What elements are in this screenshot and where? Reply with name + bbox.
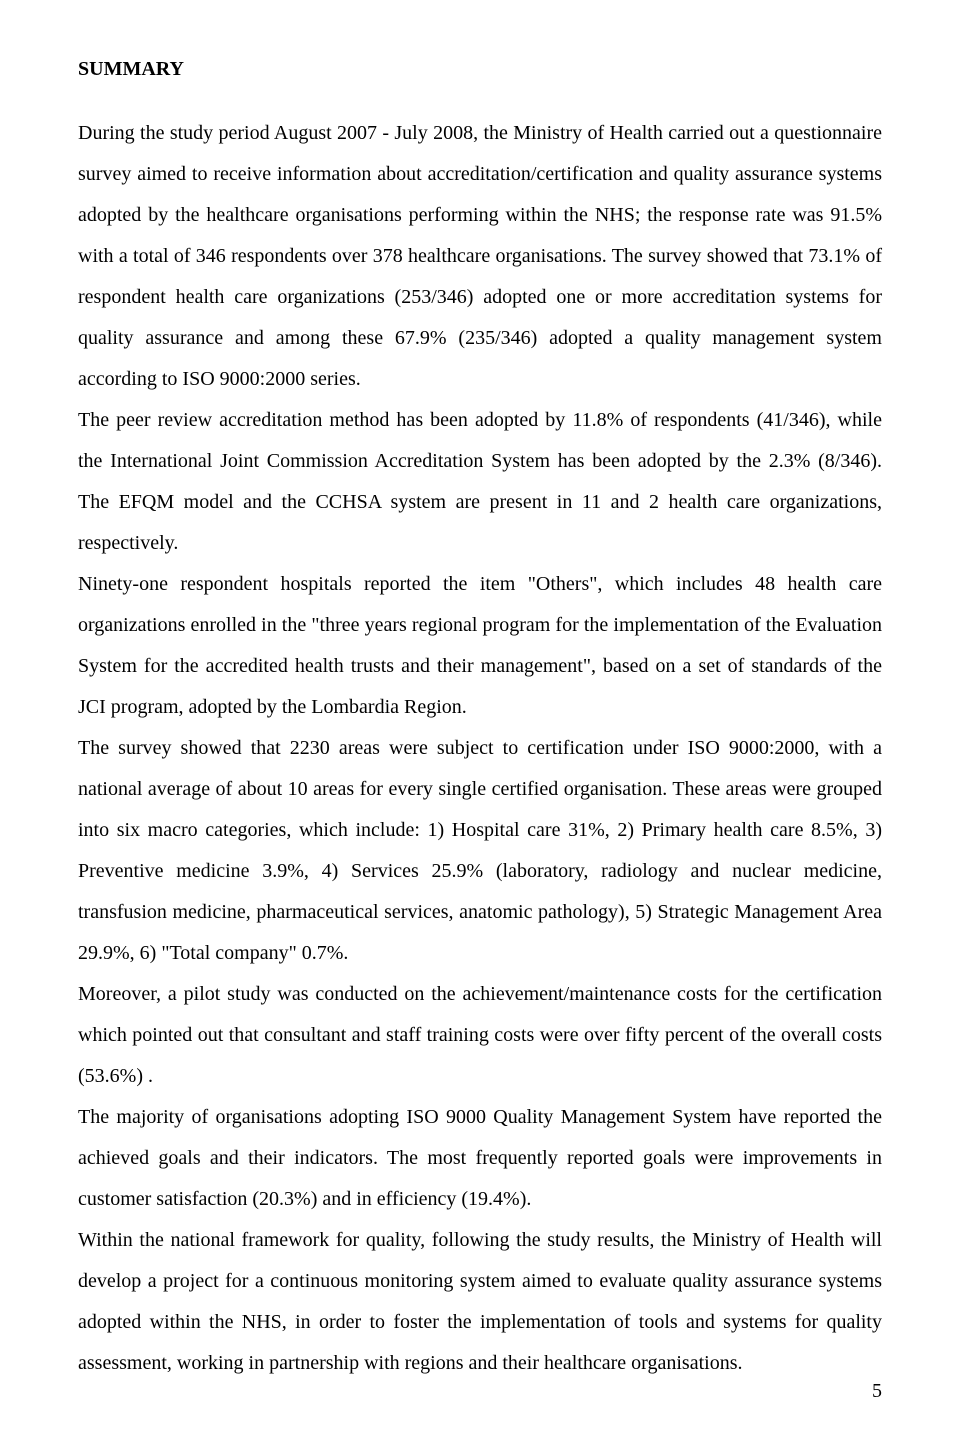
paragraph: Moreover, a pilot study was conducted on…	[78, 974, 882, 1097]
paragraph: The peer review accreditation method has…	[78, 400, 882, 564]
paragraph: During the study period August 2007 - Ju…	[78, 113, 882, 400]
document-body: During the study period August 2007 - Ju…	[78, 113, 882, 1384]
paragraph: The survey showed that 2230 areas were s…	[78, 728, 882, 974]
paragraph: Ninety-one respondent hospitals reported…	[78, 564, 882, 728]
paragraph: Within the national framework for qualit…	[78, 1220, 882, 1384]
summary-heading: SUMMARY	[78, 58, 882, 81]
paragraph: The majority of organisations adopting I…	[78, 1097, 882, 1220]
page-number: 5	[872, 1380, 882, 1403]
